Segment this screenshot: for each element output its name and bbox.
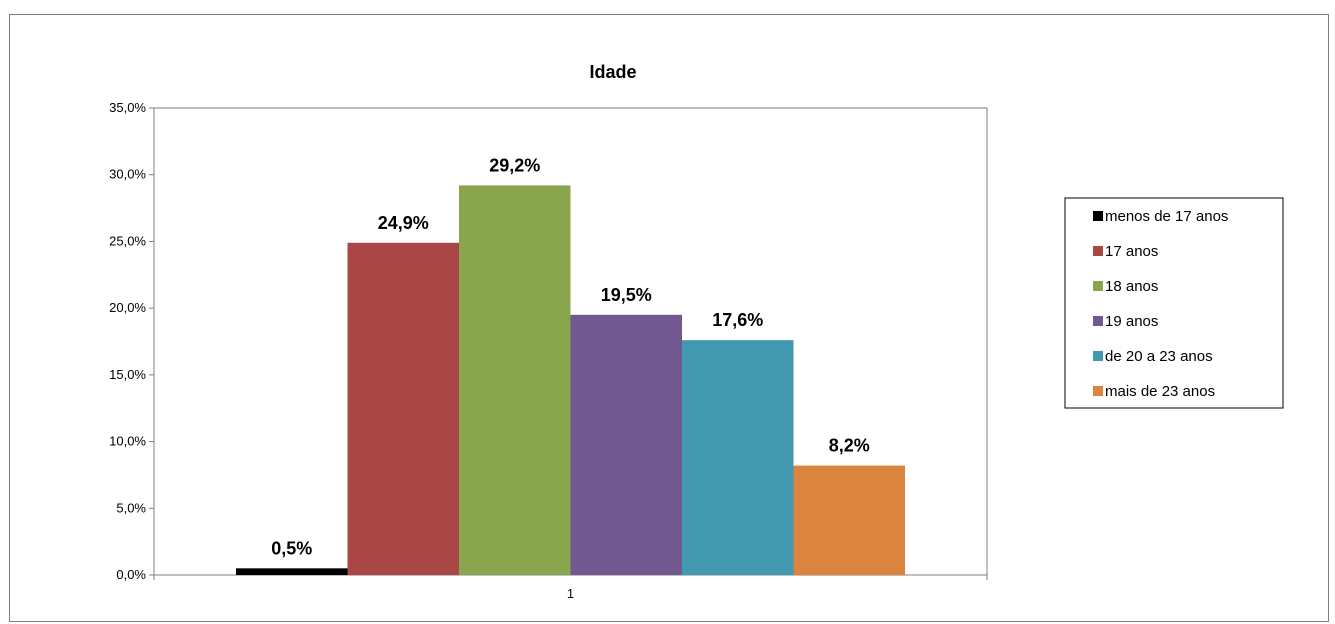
bar-menos-de-17-anos	[236, 568, 348, 575]
legend-label: 19 anos	[1105, 313, 1158, 330]
y-tick-label: 25,0%	[109, 233, 146, 248]
data-label: 19,5%	[601, 285, 652, 305]
legend-items: menos de 17 anos 17 anos 18 anos 19 anos de …	[1093, 208, 1228, 400]
bar-18-anos	[459, 185, 571, 576]
legend-label: menos de 17 anos	[1105, 208, 1228, 225]
legend-label: mais de 23 anos	[1105, 383, 1215, 400]
bars	[236, 185, 905, 576]
data-label: 0,5%	[271, 538, 312, 558]
legend-swatch	[1093, 316, 1103, 326]
legend-swatch	[1093, 386, 1103, 396]
legend-swatch	[1093, 351, 1103, 361]
legend-label: 18 anos	[1105, 278, 1158, 295]
legend-swatch	[1093, 281, 1103, 291]
legend-box	[1064, 197, 1284, 409]
y-tick-label: 10,0%	[109, 434, 146, 449]
data-label: 24,9%	[378, 213, 429, 233]
bar-mais-de-23-anos	[793, 465, 905, 575]
y-tick-label: 15,0%	[109, 367, 146, 382]
legend-label: 17 anos	[1105, 243, 1158, 260]
data-label: 17,6%	[712, 310, 763, 330]
legend-label: de 20 a 23 anos	[1105, 348, 1213, 365]
bar-17-anos	[347, 242, 459, 575]
y-tick-label: 0,0%	[116, 567, 146, 582]
legend-swatch	[1093, 246, 1103, 256]
legend-swatch	[1093, 211, 1103, 221]
bar-19-anos	[570, 314, 682, 575]
y-tick-label: 35,0%	[109, 100, 146, 115]
data-labels: 0,5% 24,9% 29,2% 19,5% 17,6% 8,2%	[271, 155, 870, 558]
data-label: 8,2%	[829, 436, 870, 456]
y-tick-label: 30,0%	[109, 167, 146, 182]
bar-de-20-a-23-anos	[682, 340, 794, 575]
chart-title: Idade	[589, 62, 636, 82]
y-tick-label: 5,0%	[116, 500, 146, 515]
x-tick-label: 1	[567, 586, 574, 601]
y-tick-label: 20,0%	[109, 300, 146, 315]
data-label: 29,2%	[489, 155, 540, 175]
legend: menos de 17 anos 17 anos 18 anos 19 anos de …	[1064, 197, 1284, 409]
